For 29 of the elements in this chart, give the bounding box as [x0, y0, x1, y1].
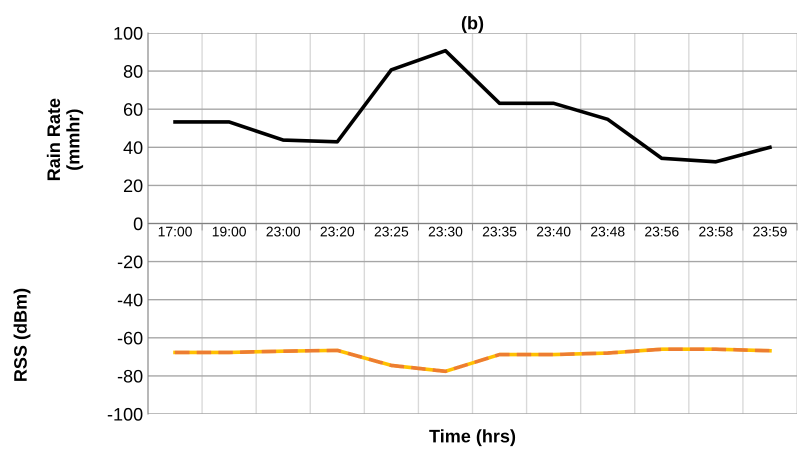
x-axis-title: Time (hrs) [429, 429, 516, 446]
y-tick-label: -80 [118, 370, 142, 383]
x-tick-label: 23:48 [591, 226, 624, 236]
x-tick-label: 23:30 [428, 226, 462, 236]
line-series [173, 347, 772, 374]
line-series [173, 48, 772, 164]
x-tick-label: 23:56 [645, 226, 679, 236]
y-tick-label: 60 [124, 103, 142, 116]
x-tick-label: 17:00 [158, 226, 192, 236]
y-axis-title: Rain Rate (mmhr) [46, 98, 84, 180]
text: RSS (dBm) [14, 288, 30, 381]
y-tick-label: 80 [124, 65, 142, 78]
x-tick-label: 23:35 [482, 226, 516, 236]
y-tick-label: -100 [108, 408, 142, 421]
x-tick-label: 23:58 [699, 226, 733, 236]
y-tick-label: -20 [118, 256, 142, 268]
x-tick-label: 23:25 [374, 226, 408, 236]
y-tick-label: 40 [123, 141, 142, 154]
x-tick-label: 23:40 [536, 226, 570, 236]
y-tick-label: -40 [118, 294, 142, 306]
x-tick-label: 23:20 [320, 226, 354, 236]
y-tick-label: 100 [114, 26, 142, 40]
y-tick-label: 0 [134, 217, 142, 230]
x-tick-label: 23:00 [266, 226, 300, 236]
x-tick-label: 23:59 [753, 226, 787, 236]
chart-title: (b) [462, 16, 484, 33]
y-tick-label: -60 [118, 332, 142, 345]
x-tick-label: 19:00 [212, 226, 246, 236]
y-tick-label: 20 [124, 179, 142, 192]
